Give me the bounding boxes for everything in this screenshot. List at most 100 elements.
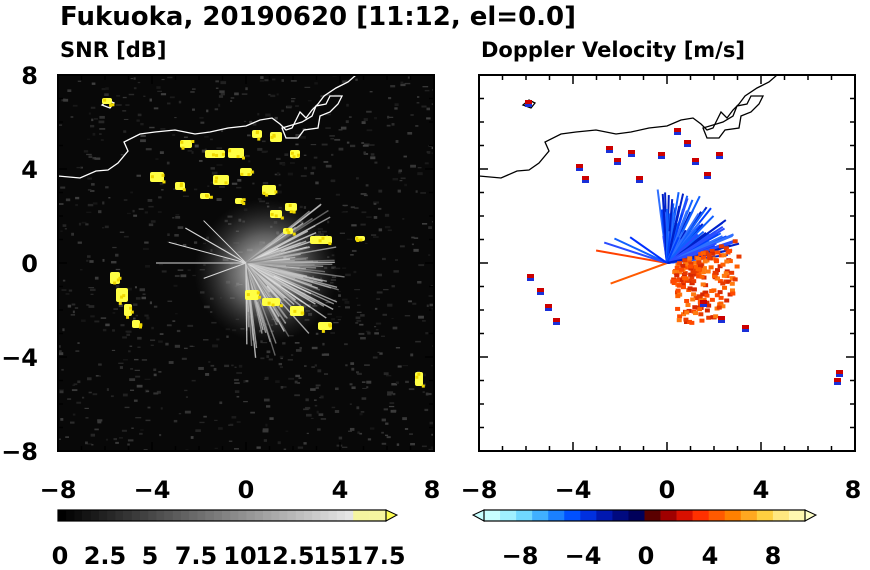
noise-speck [424,162,429,165]
receding-echo [684,310,690,315]
noise-speck [101,87,106,91]
noise-speck [280,385,284,389]
noise-speck [387,166,390,169]
noise-speck [88,305,95,308]
noise-speck [112,329,115,332]
noise-speck [279,355,284,358]
noise-speck [320,418,327,420]
noise-speck [86,259,89,262]
noise-speck [229,423,234,426]
receding-echo [715,250,721,255]
echo-ray [245,262,318,289]
noise-speck [311,366,315,368]
colorbar-segment [254,510,264,521]
noise-speck [135,375,141,378]
noise-speck [330,331,336,335]
receding-echo [697,307,703,312]
colorbar-segment [148,510,157,521]
noise-speck [354,207,359,209]
noise-speck [180,274,187,278]
noise-speck [85,417,89,419]
noise-speck [73,383,78,386]
receding-echo [722,285,728,290]
strong-echo [215,176,219,180]
doppler-x-tick-label: 4 [753,476,770,504]
strong-echo [118,301,122,305]
receding-echo [695,267,701,272]
receding-echo [724,298,730,303]
noise-speck [171,242,177,244]
echo-patch [684,140,691,144]
echo-patch [692,158,699,162]
receding-echo [714,293,720,298]
receding-echo [723,271,729,276]
noise-speck [210,181,214,184]
noise-speck [306,413,312,417]
noise-speck [150,339,156,342]
strong-echo [130,310,134,314]
noise-speck [362,144,369,147]
noise-speck [295,143,299,146]
receding-echo [727,248,733,253]
echo-ray [603,241,668,264]
snr-colorbar-label: 15 [313,542,346,570]
noise-speck [144,378,151,380]
snr-colorbar-label: 12.5 [255,542,314,570]
noise-speck [236,186,242,189]
receding-echo [717,279,723,284]
receding-echo [721,273,727,278]
strong-echo [118,276,122,280]
echo-patch [614,158,621,162]
noise-speck [148,223,154,227]
noise-speck [378,189,383,193]
noise-speck [231,182,238,185]
noise-speck [218,103,221,107]
noise-speck [291,100,295,103]
noise-speck [321,353,325,356]
noise-speck [428,295,433,297]
noise-speck [421,105,427,108]
colorbar-segment [345,510,354,521]
strong-echo [287,231,291,235]
strong-echo [262,185,276,195]
echo-patch [553,322,560,325]
noise-speck [300,175,307,177]
echo-patch [704,176,711,179]
echo-patch [674,128,681,132]
noise-speck [156,390,161,394]
noise-speck [364,242,368,244]
noise-speck [236,395,240,398]
noise-speck [431,146,434,150]
noise-speck [172,134,176,136]
noise-speck [134,369,140,372]
noise-speck [81,319,86,322]
noise-speck [115,441,119,444]
noise-speck [208,361,211,363]
noise-speck [177,269,184,271]
noise-speck [311,166,316,170]
noise-speck [210,167,215,170]
noise-speck [94,320,100,323]
noise-speck [216,147,223,149]
noise-speck [199,117,204,119]
noise-speck [335,387,339,391]
noise-speck [187,269,191,271]
noise-speck [323,373,329,375]
noise-speck [342,298,348,301]
noise-speck [76,166,82,169]
receding-echo [681,312,687,317]
strong-echo [355,236,359,240]
strong-echo [162,180,166,184]
noise-speck [283,448,287,450]
noise-speck [70,421,75,424]
noise-speck [265,113,271,117]
strong-echo [256,291,260,295]
echo-patch [576,168,583,171]
noise-speck [173,419,178,423]
noise-speck [62,279,66,282]
noise-speck [338,306,341,308]
echo-patch [606,150,613,153]
receding-echo [704,293,710,298]
noise-speck [210,364,215,367]
receding-echo [704,308,710,313]
